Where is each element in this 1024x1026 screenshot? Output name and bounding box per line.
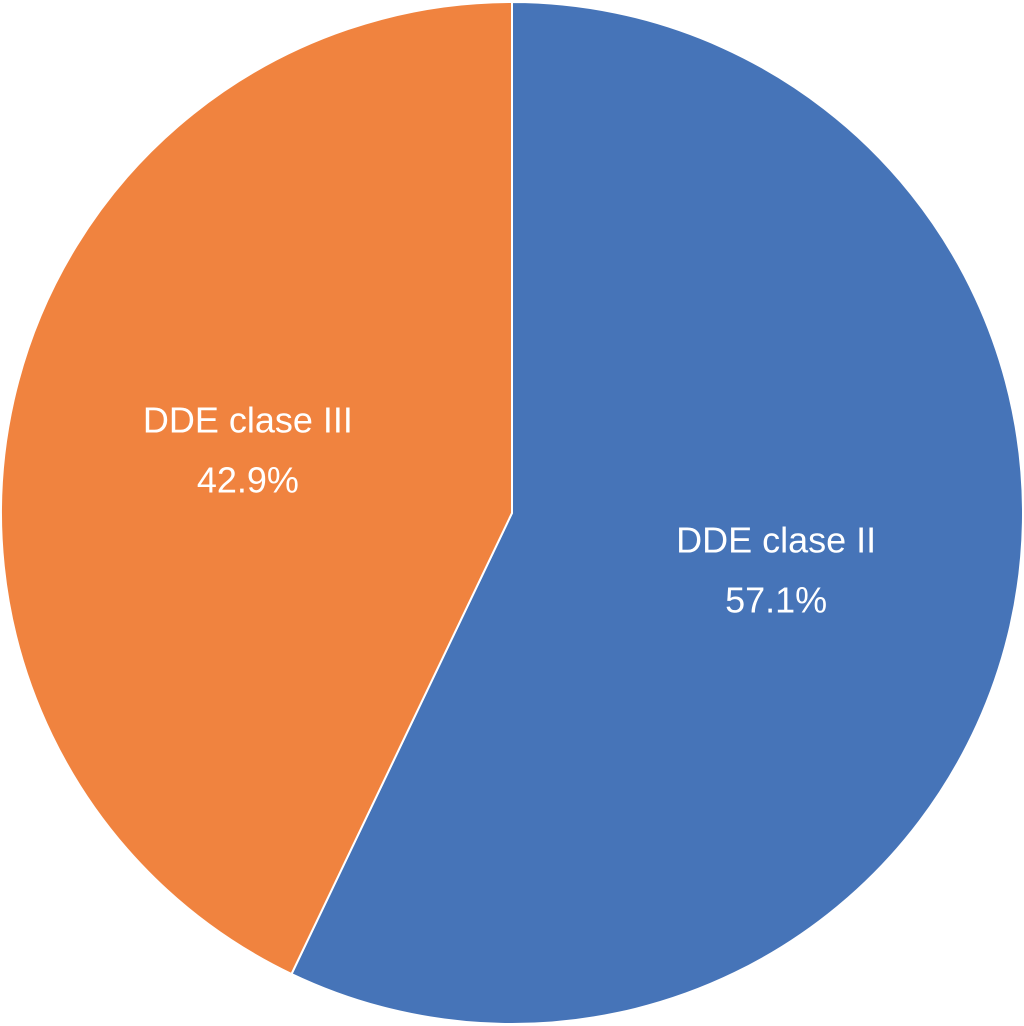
slice-category-label: DDE clase II: [676, 519, 876, 560]
slice-category-label: DDE clase III: [143, 400, 353, 441]
slice-value-label: 57.1%: [725, 579, 827, 620]
slice-value-label: 42.9%: [197, 460, 299, 501]
pie-slice: [0, 0, 513, 976]
pie-slice: [290, 0, 1024, 1025]
